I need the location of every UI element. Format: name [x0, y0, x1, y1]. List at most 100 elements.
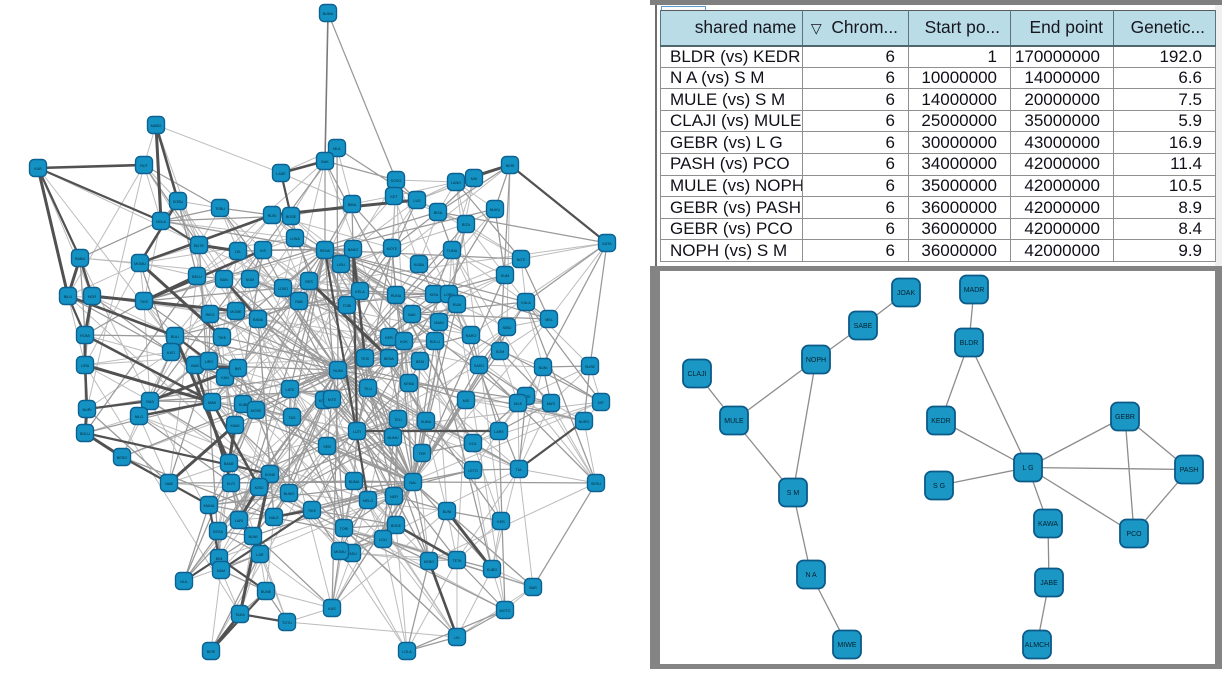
- svg-text:MOME: MOME: [230, 310, 242, 314]
- svg-text:KET: KET: [390, 195, 398, 199]
- svg-text:LOLI: LOLI: [379, 538, 387, 542]
- svg-text:SIBO: SIBO: [503, 326, 512, 330]
- svg-text:JOAK: JOAK: [897, 290, 916, 297]
- svg-text:MANI: MANI: [434, 321, 443, 325]
- svg-text:TER: TER: [418, 452, 426, 456]
- svg-text:KOL: KOL: [469, 442, 476, 446]
- svg-text:MOMU: MOMU: [134, 262, 146, 266]
- svg-text:L G: L G: [1022, 465, 1033, 472]
- svg-text:LORO: LORO: [444, 293, 455, 297]
- svg-text:MOTE: MOTE: [387, 247, 398, 251]
- svg-text:TETA: TETA: [452, 559, 462, 563]
- svg-text:MELO: MELO: [363, 499, 374, 503]
- svg-text:NOR: NOR: [88, 295, 97, 299]
- svg-text:RUNA: RUNA: [391, 294, 402, 298]
- svg-text:BOKE: BOKE: [391, 524, 402, 528]
- svg-text:BIR: BIR: [235, 367, 241, 371]
- svg-text:RARO: RARO: [466, 334, 477, 338]
- svg-text:ALMCH: ALMCH: [1025, 642, 1050, 649]
- svg-text:KAWA: KAWA: [1038, 521, 1058, 528]
- svg-text:NOTI: NOTI: [517, 258, 526, 262]
- svg-text:MIWE: MIWE: [837, 642, 856, 649]
- svg-text:TIKE: TIKE: [140, 300, 149, 304]
- svg-text:LISU: LISU: [337, 263, 346, 267]
- svg-text:TORI: TORI: [340, 527, 349, 531]
- svg-text:TOTU: TOTU: [282, 621, 292, 625]
- svg-text:BOLU: BOLU: [430, 340, 440, 344]
- svg-text:NOLA: NOLA: [156, 220, 167, 224]
- svg-text:SEB: SEB: [323, 445, 331, 449]
- svg-text:BAR: BAR: [529, 586, 537, 590]
- svg-text:NUMI: NUMI: [333, 369, 342, 373]
- svg-text:BESO: BESO: [117, 456, 127, 460]
- svg-text:BULI: BULI: [171, 335, 179, 339]
- svg-text:LETO: LETO: [468, 469, 478, 473]
- svg-text:KOK: KOK: [400, 340, 408, 344]
- svg-text:NUNI: NUNI: [248, 535, 257, 539]
- svg-text:MOSE: MOSE: [251, 409, 262, 413]
- svg-text:SABE: SABE: [854, 323, 873, 330]
- svg-text:RUT: RUT: [140, 164, 148, 168]
- svg-text:LIRA: LIRA: [81, 364, 90, 368]
- svg-text:TAKA: TAKA: [235, 613, 245, 617]
- svg-text:LIRO: LIRO: [205, 360, 214, 364]
- svg-text:TILU: TILU: [364, 387, 372, 391]
- svg-text:BANE: BANE: [224, 462, 235, 466]
- svg-text:LUTI: LUTI: [353, 430, 361, 434]
- svg-text:KISO: KISO: [255, 486, 264, 490]
- svg-text:SOBU: SOBU: [173, 200, 184, 204]
- svg-text:NAB: NAB: [165, 482, 173, 486]
- svg-text:BAN: BAN: [220, 278, 228, 282]
- svg-text:BAK: BAK: [321, 160, 329, 164]
- svg-text:SOM: SOM: [496, 350, 504, 354]
- svg-text:NALE: NALE: [269, 516, 279, 520]
- svg-text:NILE: NILE: [514, 402, 523, 406]
- svg-text:NILO: NILO: [135, 415, 144, 419]
- svg-text:NER: NER: [390, 495, 398, 499]
- svg-text:RAS: RAS: [146, 400, 154, 404]
- svg-text:KAMI: KAMI: [230, 424, 239, 428]
- svg-text:NURI: NURI: [82, 408, 91, 412]
- svg-text:RENA: RENA: [320, 249, 331, 253]
- svg-text:RABU: RABU: [75, 257, 86, 261]
- svg-text:TIKE: TIKE: [308, 509, 317, 513]
- svg-text:BANO: BANO: [348, 248, 359, 252]
- svg-text:TIKE: TIKE: [218, 336, 227, 340]
- svg-text:NERI: NERI: [506, 164, 515, 168]
- svg-text:KALA: KALA: [521, 301, 531, 305]
- svg-text:BUNE: BUNE: [261, 590, 272, 594]
- svg-text:KAS: KAS: [328, 607, 336, 611]
- svg-text:NOPH: NOPH: [806, 357, 826, 364]
- svg-text:TOBI: TOBI: [343, 304, 352, 308]
- svg-text:BUMU: BUMU: [323, 12, 334, 16]
- svg-text:BILU: BILU: [64, 295, 73, 299]
- svg-text:NURO: NURO: [579, 420, 590, 424]
- svg-text:KUM: KUM: [501, 274, 509, 278]
- svg-text:PCO: PCO: [1126, 531, 1142, 538]
- svg-text:KER: KER: [385, 336, 393, 340]
- svg-text:KUBO: KUBO: [487, 568, 498, 572]
- svg-text:MOMU: MOMU: [334, 550, 346, 554]
- svg-text:S M: S M: [787, 490, 800, 497]
- svg-text:LAR: LAR: [256, 553, 264, 557]
- svg-text:CLAJI: CLAJI: [687, 371, 706, 378]
- svg-text:TESI: TESI: [361, 357, 369, 361]
- svg-text:RUSI: RUSI: [268, 214, 277, 218]
- svg-text:KUBA: KUBA: [414, 263, 425, 267]
- svg-text:RAB: RAB: [295, 300, 303, 304]
- svg-text:TEBU: TEBU: [215, 207, 225, 211]
- svg-text:LASE: LASE: [276, 172, 286, 176]
- svg-text:BELU: BELU: [192, 275, 202, 279]
- svg-text:JABE: JABE: [1040, 580, 1058, 587]
- svg-text:ROMI: ROMI: [80, 334, 90, 338]
- svg-text:KIS: KIS: [260, 249, 266, 253]
- svg-text:NAK: NAK: [408, 313, 416, 317]
- svg-text:BEM: BEM: [416, 360, 424, 364]
- svg-text:MABO: MABO: [151, 124, 162, 128]
- svg-text:MIS: MIS: [463, 399, 470, 403]
- svg-text:KEB: KEB: [497, 520, 505, 524]
- svg-text:TASU: TASU: [347, 552, 357, 556]
- svg-text:BUNI: BUNI: [443, 510, 452, 514]
- svg-text:KUTI: KUTI: [227, 482, 235, 486]
- svg-text:KONE: KONE: [265, 473, 276, 477]
